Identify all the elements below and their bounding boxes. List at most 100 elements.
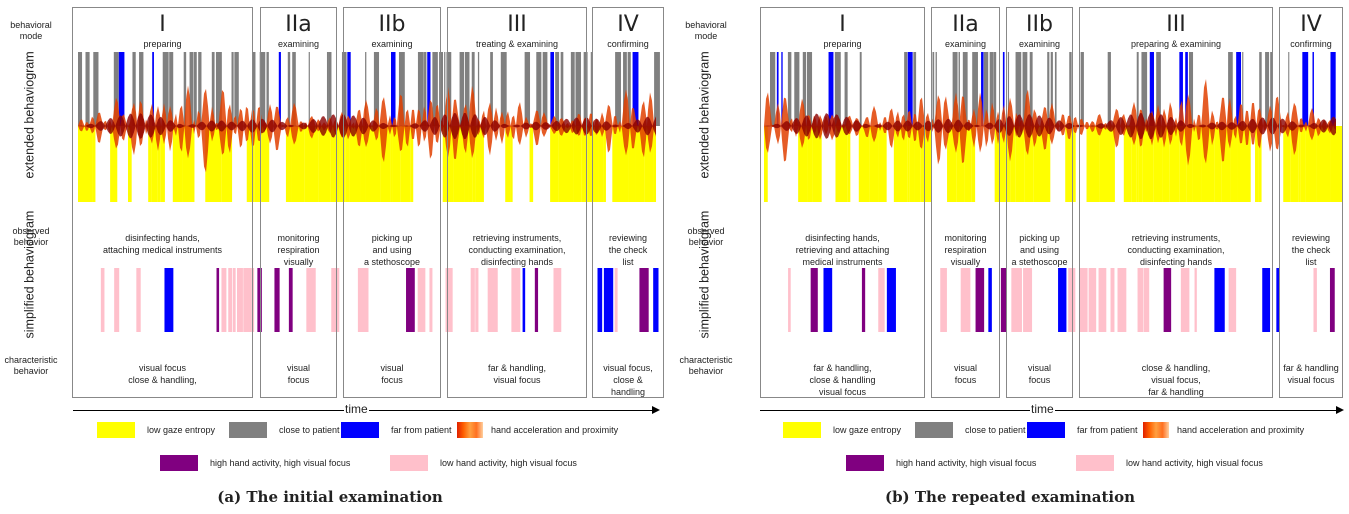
phase-IV: IV confirming reviewing the check list f… [1279, 7, 1343, 398]
phase-characteristic: close & handling, visual focus, far & ha… [1141, 363, 1211, 397]
phase-observed: retrieving instruments, conducting exami… [468, 233, 566, 267]
behaviogram-segment [439, 52, 441, 126]
behaviogram-segment [157, 126, 161, 202]
behaviogram-segment [1065, 126, 1076, 202]
legend-label: low hand activity, high visual focus [1126, 458, 1263, 468]
simplified-behaviogram [788, 268, 1335, 332]
behaviogram-segment [1002, 52, 1005, 126]
legend-swatch [229, 422, 267, 438]
behaviogram-segment [1290, 126, 1299, 202]
behaviogram-segment [909, 126, 915, 202]
phase-characteristic: visual focus [286, 363, 310, 385]
behaviogram-segment [1288, 52, 1290, 126]
phase-numeral: IV [1300, 12, 1322, 37]
phase-observed: reviewing the check list [608, 233, 648, 267]
row-label-mode: behavioral mode [685, 20, 727, 41]
behaviogram-segment [653, 126, 657, 202]
phase-IIb: IIb examining picking up and using a ste… [1006, 7, 1073, 398]
legend-swatch [846, 455, 884, 471]
legend-far: far from patient [1027, 422, 1138, 438]
phase-numeral: IIb [1026, 12, 1053, 37]
behaviogram-segment [553, 268, 562, 332]
behaviogram-segment [285, 126, 292, 202]
legend-swatch [1143, 422, 1169, 438]
behaviogram-segment [581, 126, 588, 202]
behaviogram-segment [798, 126, 808, 202]
behaviogram-segment [1186, 126, 1193, 202]
behaviogram-segment [560, 52, 564, 126]
behaviogram-segment [878, 268, 885, 332]
legend-label: low gaze entropy [147, 425, 216, 435]
behaviogram-segment [318, 126, 331, 202]
behaviogram-segment [1221, 126, 1231, 202]
behaviogram-segment [816, 126, 822, 202]
phase-characteristic: far & handling visual focus [1283, 363, 1339, 385]
behaviogram-segment [1023, 268, 1033, 332]
behaviogram-segment [132, 52, 136, 126]
behaviogram-segment [500, 52, 507, 126]
legend-label: close to patient [279, 425, 340, 435]
time-arrow-icon [652, 406, 660, 414]
behaviogram-segment [417, 52, 424, 126]
behaviogram-segment [812, 126, 817, 202]
behaviogram-segment [1022, 52, 1028, 126]
behaviogram-segment [406, 268, 415, 332]
behaviogram-segment [400, 126, 411, 202]
behaviogram-segment [490, 52, 493, 126]
behaviogram-segment [164, 268, 174, 332]
behaviogram-segment [962, 52, 968, 126]
behaviogram-segment [1194, 268, 1197, 332]
behaviogram-segment [221, 268, 227, 332]
behaviogram-segment [635, 126, 645, 202]
behaviogram-segment [440, 52, 444, 126]
behaviogram-segment [365, 52, 367, 126]
behaviogram-segment [308, 52, 310, 126]
behaviogram-segment [510, 126, 513, 202]
behaviogram-segment [1230, 126, 1238, 202]
legend-label: hand acceleration and proximity [1177, 425, 1305, 435]
legend-swatch [1027, 422, 1065, 438]
behaviogram-segment [1015, 52, 1022, 126]
behaviogram-segment [259, 52, 266, 126]
legend-swatch [160, 455, 198, 471]
behaviogram-segment [373, 52, 380, 126]
behaviogram-segment [1136, 52, 1139, 126]
behaviogram-segment [1080, 52, 1084, 126]
behaviogram-segment [427, 52, 431, 126]
behaviogram-segment [1153, 126, 1163, 202]
phase-observed: picking up and using a stethoscope [363, 233, 421, 267]
behaviogram-segment [459, 52, 465, 126]
phase-numeral: III [507, 12, 527, 37]
behaviogram-segment [1313, 268, 1317, 332]
behaviogram-segment [597, 268, 603, 332]
behaviogram-segment [913, 52, 917, 126]
phase-observed: monitoring respiration visually [944, 233, 987, 267]
behaviogram-segment [339, 126, 346, 202]
behaviogram-segment [1179, 126, 1187, 202]
legend-label: high hand activity, high visual focus [896, 458, 1037, 468]
behaviogram-segment [794, 52, 800, 126]
legend-far: far from patient [341, 422, 452, 438]
phase-I: I preparing disinfecting hands, retrievi… [760, 7, 925, 398]
phase-mode: treating & examining [475, 39, 559, 49]
behaviogram-segment [952, 52, 958, 126]
panel-initial-examination: behavioral mode extended behaviogram obs… [0, 0, 674, 514]
behaviogram-segment [573, 126, 582, 202]
phase-characteristic: visual focus close & handling, [128, 363, 197, 385]
behaviogram-segment [858, 126, 870, 202]
behaviogram-segment [981, 52, 984, 126]
behaviogram-segment [1047, 52, 1050, 126]
behaviogram-segment [127, 126, 132, 202]
time-label: time [1030, 402, 1055, 416]
behaviogram-segment [787, 52, 792, 126]
behaviogram-segment [398, 52, 405, 126]
behaviogram-segment [1330, 52, 1336, 126]
behaviogram-segment [893, 126, 908, 202]
phase-I: I preparing disinfecting hands, attachin… [72, 7, 253, 398]
behaviogram-segment [343, 52, 347, 126]
behaviogram-segment [1088, 268, 1097, 332]
row-label-characteristic: characteristic behavior [679, 355, 733, 376]
behaviogram-segment [1270, 52, 1273, 126]
row-label-characteristic: characteristic behavior [4, 355, 58, 376]
behaviogram-segment [550, 52, 554, 126]
